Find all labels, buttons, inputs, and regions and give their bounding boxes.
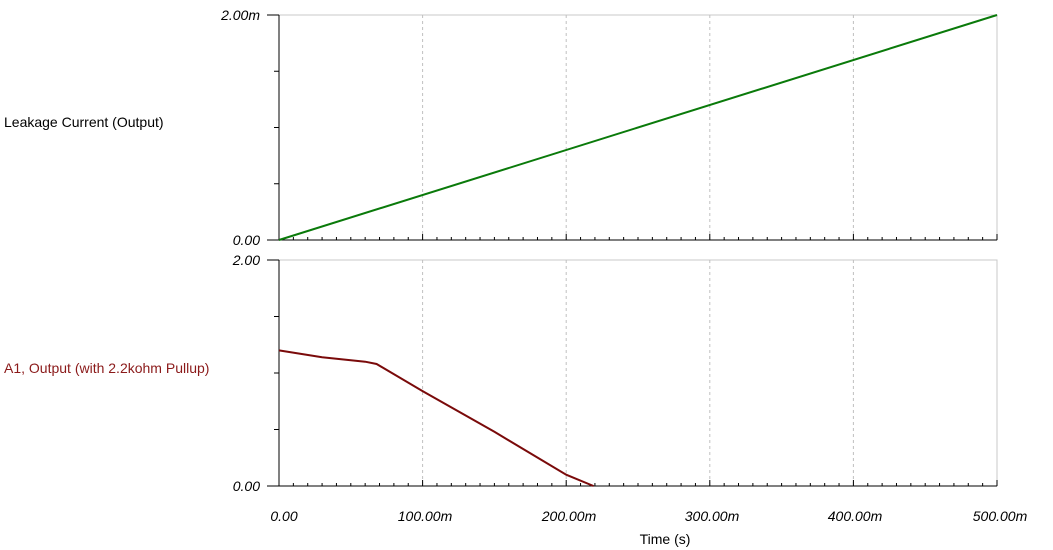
plot-frame <box>278 259 998 487</box>
minor-ticks <box>267 259 998 487</box>
x-tick-label: 300.00m <box>685 508 740 524</box>
y-tick-label-top: 2.00 <box>232 252 260 268</box>
grid-lines <box>422 15 854 240</box>
x-tick-label: 200.00m <box>541 508 597 524</box>
trace-label: A1, Output (with 2.2kohm Pullup) <box>4 360 209 376</box>
output-voltage-panel: 2.00 0.00 A1, Output (with 2.2kohm Pullu… <box>4 252 998 494</box>
leakage-current-panel: 2.00m 0.00 Leakage Current (Output) <box>4 7 998 248</box>
leakage-current-line <box>278 14 998 241</box>
x-tick-label: 500.00m <box>973 508 1028 524</box>
x-tick-labels: 0.00 100.00m 200.00m 300.00m 400.00m 500… <box>270 508 1027 524</box>
output-voltage-line <box>278 349 594 487</box>
x-tick-label: 0.00 <box>270 508 297 524</box>
x-tick-label: 100.00m <box>398 508 453 524</box>
x-tick-label: 400.00m <box>828 508 883 524</box>
trace-label: Leakage Current (Output) <box>4 114 164 130</box>
y-tick-label-top: 2.00m <box>220 7 260 23</box>
y-tick-label-bottom: 0.00 <box>233 232 260 248</box>
grid-lines <box>422 260 854 486</box>
y-tick-label-bottom: 0.00 <box>233 478 260 494</box>
x-axis-title: Time (s) <box>640 531 691 547</box>
